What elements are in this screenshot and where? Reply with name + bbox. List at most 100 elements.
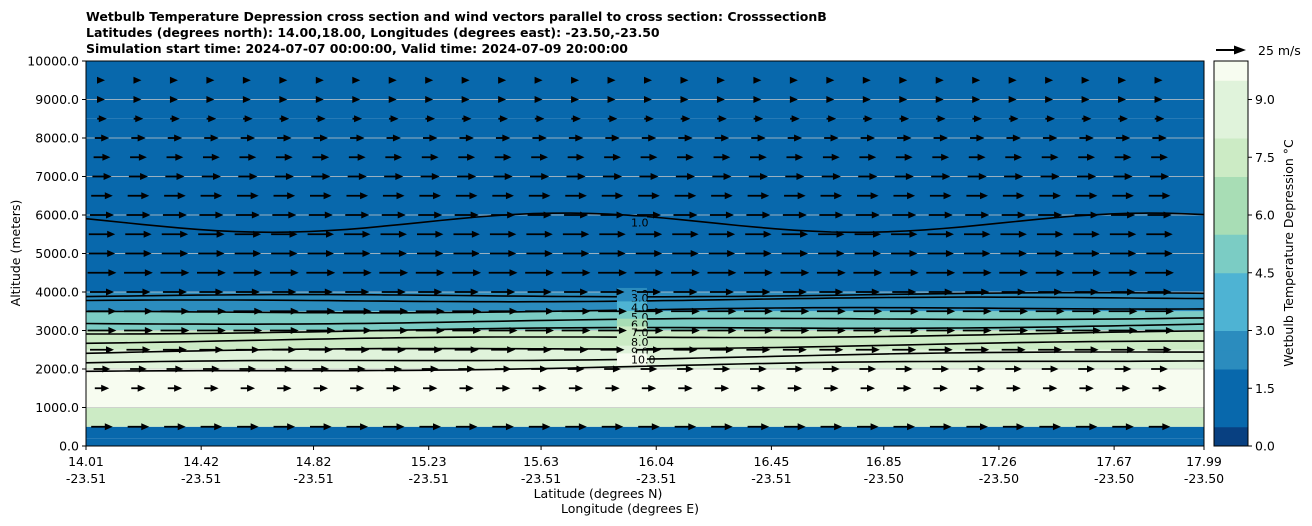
wind-vector: [713, 365, 731, 373]
x-tick-label-lon: -23.51: [409, 471, 449, 486]
wind-vector: [379, 327, 409, 334]
y-tick-label: 9000.0: [35, 92, 79, 107]
wind-vector: [461, 76, 470, 84]
x-tick-label-lat: 16.45: [754, 454, 790, 469]
wind-vector: [454, 211, 479, 219]
wind-vector: [1008, 96, 1017, 103]
wind-vector: [1000, 250, 1027, 257]
wind-vector: [382, 423, 405, 431]
wind-vector: [709, 346, 734, 354]
wind-vector: [234, 250, 262, 257]
colorbar-tick-label: 3.0: [1255, 323, 1275, 338]
wind-vector: [782, 288, 807, 296]
wind-vector: [962, 269, 992, 277]
x-tick-label-lat: 14.42: [183, 454, 219, 469]
wind-vector: [166, 365, 184, 373]
wind-vector: [130, 153, 147, 161]
wind-vector: [344, 250, 371, 257]
wind-vector: [644, 115, 654, 123]
chart-title-line-3: Simulation start time: 2024-07-07 00:00:…: [86, 41, 628, 56]
wind-vector: [638, 423, 660, 431]
wind-vector: [744, 307, 773, 315]
wind-vector: [203, 153, 220, 161]
wind-vector: [272, 288, 297, 296]
wind-vector: [277, 134, 292, 142]
wind-vector: [790, 115, 800, 123]
wind-vector: [1118, 76, 1127, 84]
x-tick-label-lat: 16.04: [638, 454, 674, 469]
wind-vector: [1005, 153, 1023, 161]
wind-vector: [1147, 288, 1172, 296]
wind-vector: [1114, 365, 1132, 373]
wind-vector: [677, 365, 694, 373]
wind-vector: [853, 269, 883, 277]
wind-vector: [273, 192, 296, 200]
wind-vector: [1045, 115, 1055, 123]
wind-vector: [747, 192, 770, 200]
colorbar-band: [1214, 272, 1248, 293]
wind-vector: [493, 173, 513, 180]
wind-vector: [93, 365, 111, 373]
wind-vector: [170, 115, 180, 123]
colorbar-frame: [1213, 60, 1249, 447]
wind-vector: [1074, 288, 1099, 296]
wind-vector: [751, 384, 766, 392]
wind-vector: [97, 115, 107, 123]
wind-vector: [1149, 173, 1170, 180]
wind-vector: [637, 211, 661, 219]
wind-vector: [1115, 134, 1131, 142]
wind-vector: [348, 365, 366, 373]
wind-vector: [637, 346, 661, 354]
wind-vector: [421, 365, 439, 373]
wind-vector: [133, 96, 142, 103]
y-tick-label: 5000.0: [35, 246, 79, 261]
wind-vector: [753, 76, 762, 84]
wind-vector: [1108, 269, 1138, 277]
wind-vector: [307, 250, 334, 257]
wind-vector: [452, 307, 482, 315]
wind-vector: [599, 250, 626, 257]
colorbar-band: [1214, 388, 1248, 408]
wind-vector: [785, 173, 805, 180]
x-axis-label-longitude: Longitude (degrees E): [561, 501, 699, 516]
wind-vector: [707, 269, 737, 277]
wind-vector: [816, 327, 846, 334]
wind-vector: [1042, 384, 1058, 392]
wind-vector: [853, 327, 883, 334]
wind-vector: [124, 307, 153, 315]
wind-vector: [820, 192, 843, 200]
wind-vector: [821, 173, 841, 180]
wind-vector: [892, 288, 917, 296]
wind-vector: [311, 173, 331, 180]
wind-vector: [1008, 76, 1017, 84]
wind-vector: [1035, 307, 1065, 315]
wind-vector: [532, 384, 547, 392]
wind-vector: [307, 230, 334, 238]
x-tick-label-lon: -23.51: [751, 471, 791, 486]
wind-vector: [534, 76, 543, 84]
wind-vector: [599, 230, 626, 238]
wind-vector: [130, 365, 147, 373]
wind-vector: [531, 365, 548, 373]
wind-vector: [644, 96, 652, 103]
wind-vector: [672, 230, 699, 238]
wind-vector: [128, 173, 149, 180]
wind-vector: [714, 134, 730, 142]
wind-vector: [415, 307, 445, 315]
wind-vector: [91, 423, 113, 431]
wind-vector: [347, 173, 367, 180]
y-tick-label: 2000.0: [35, 362, 79, 377]
wind-vector: [565, 423, 587, 431]
wind-vector: [525, 269, 554, 277]
y-axis: 0.0 1000.0 2000.0 3000.0 4000.0 5000.0 6000.0 7…: [27, 54, 86, 454]
wind-vector: [133, 76, 142, 84]
wind-vector: [415, 269, 445, 277]
wind-vector: [489, 250, 517, 257]
wind-vector: [242, 96, 251, 103]
wind-vector: [1041, 153, 1059, 161]
wind-vector: [238, 173, 258, 180]
wind-vector: [897, 384, 912, 392]
wind-vector: [680, 115, 691, 123]
wind-vector: [344, 230, 371, 238]
wind-vector: [240, 134, 256, 142]
